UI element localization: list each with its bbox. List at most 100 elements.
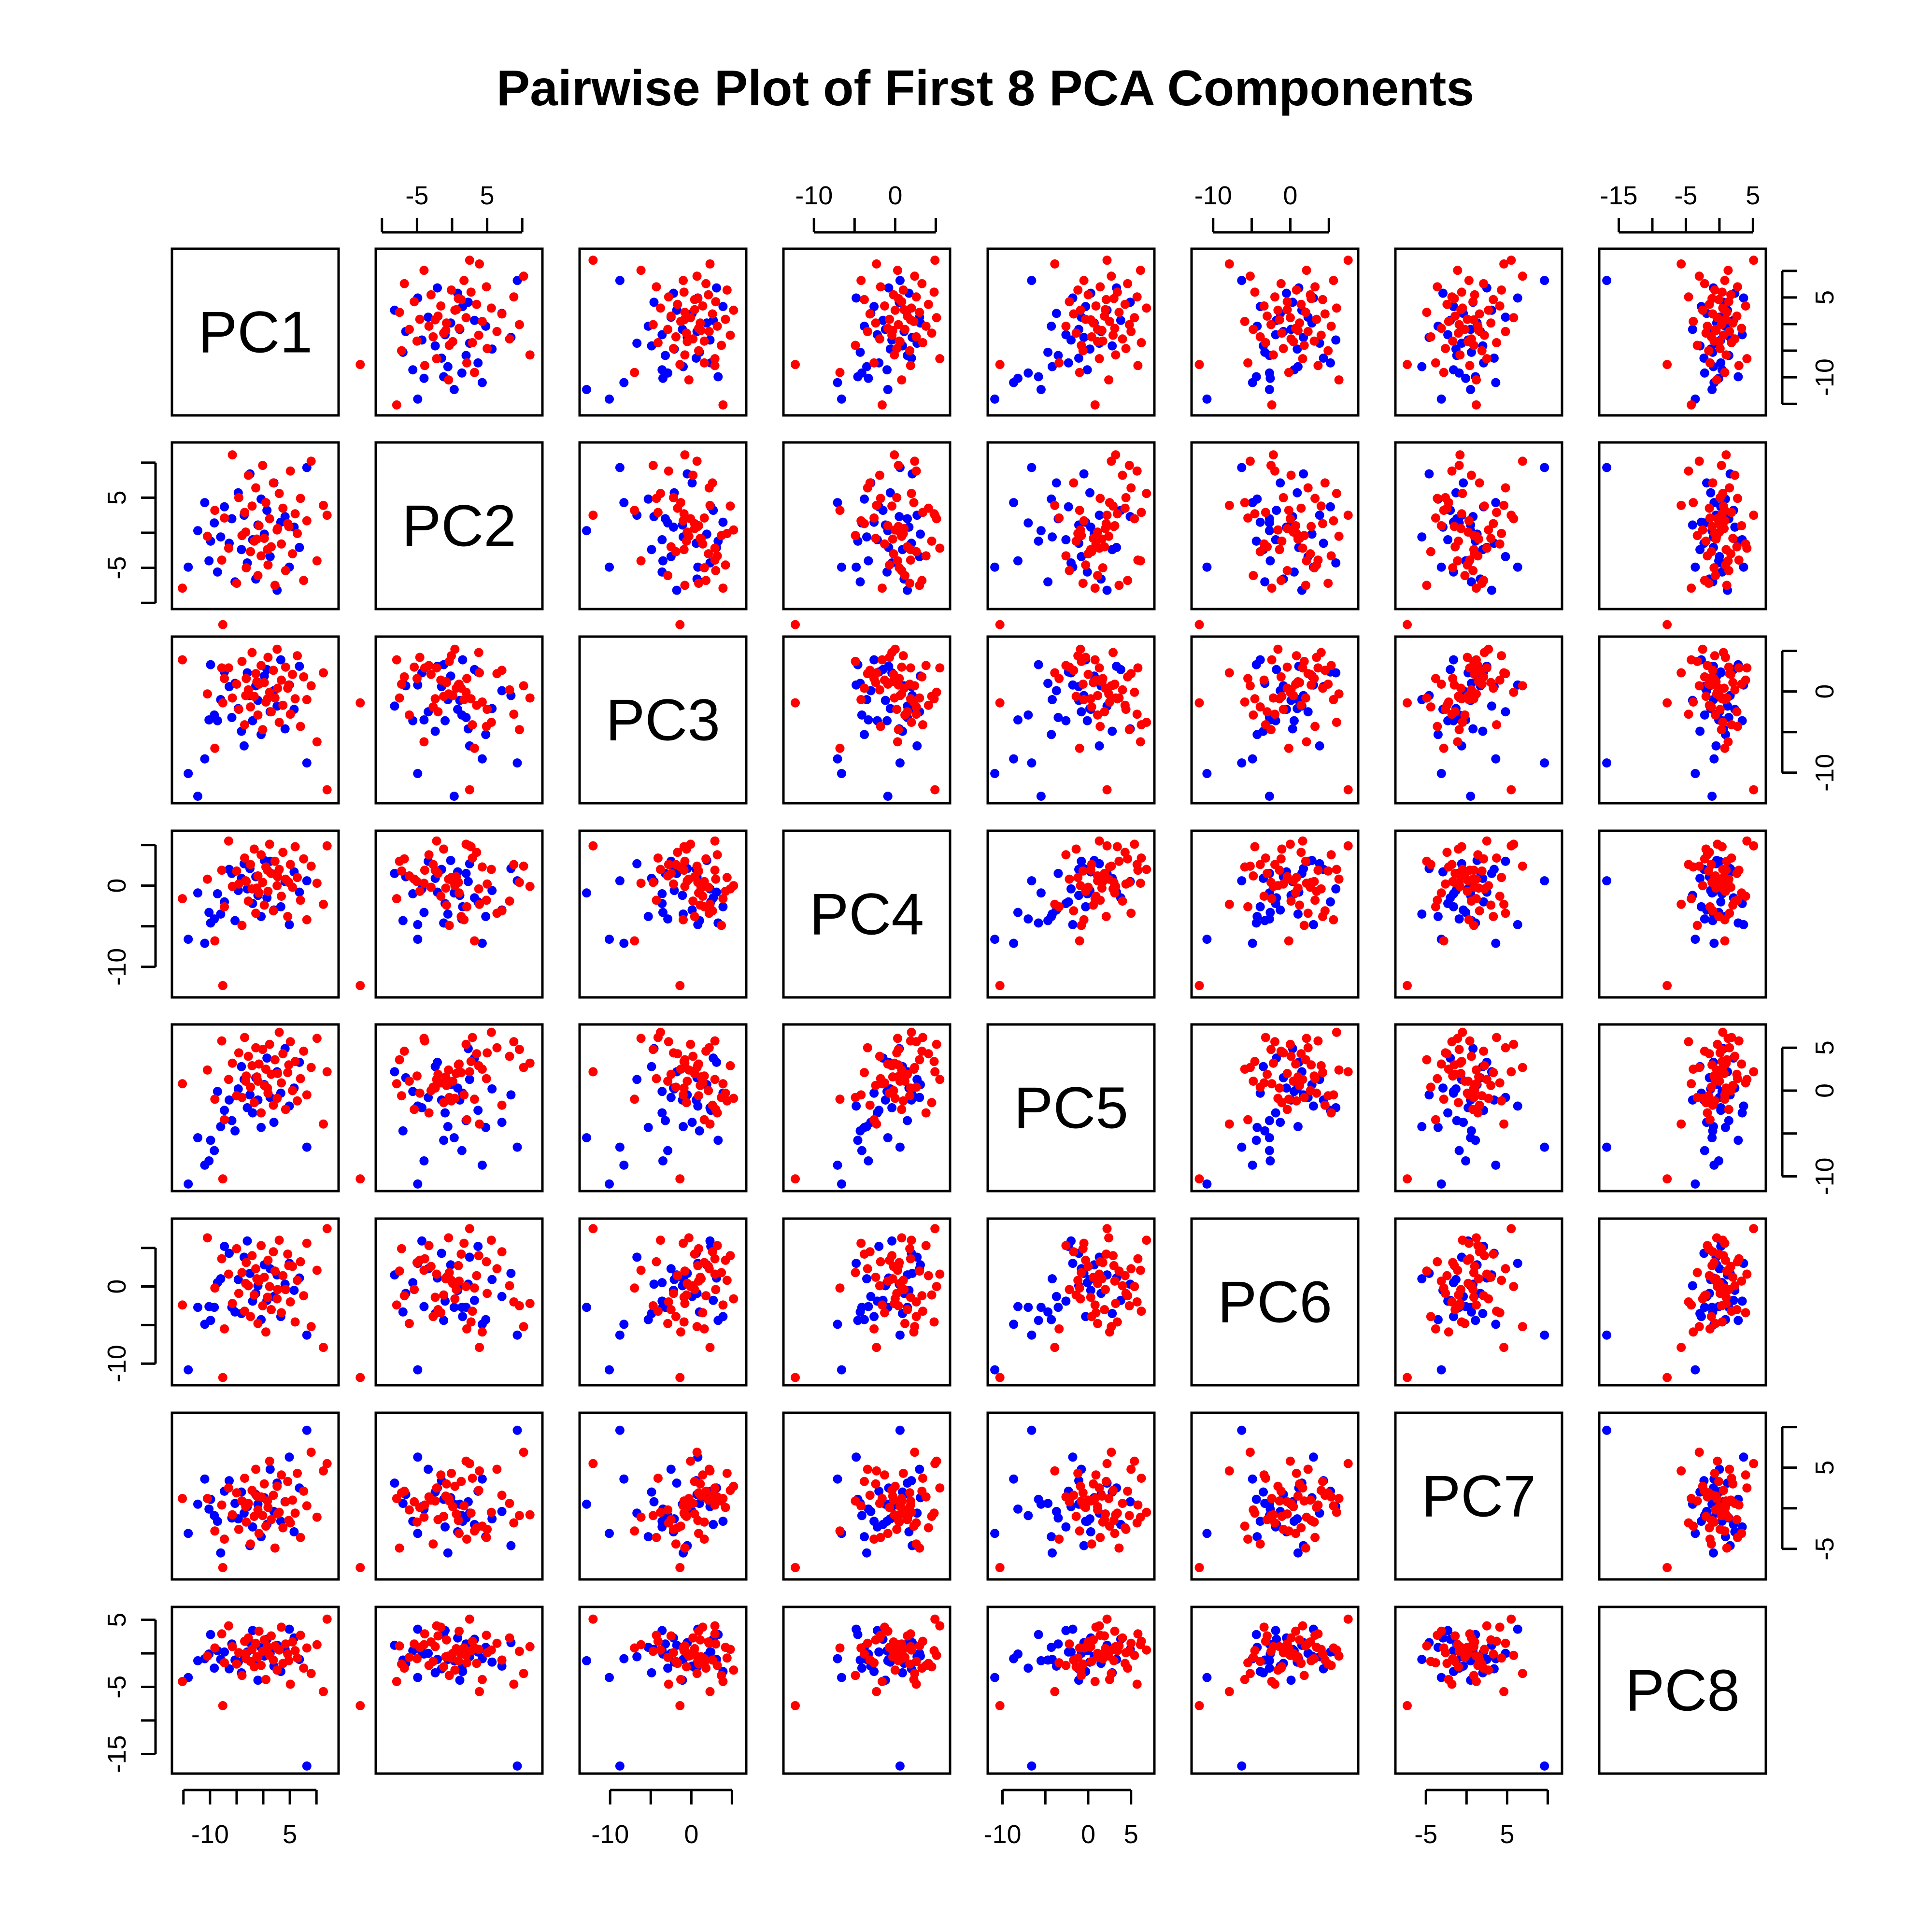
point-s1-37 <box>1310 1074 1320 1083</box>
point-s1-24 <box>267 1515 276 1524</box>
point-s1-49 <box>1102 785 1112 795</box>
point-s0-31 <box>615 1330 625 1340</box>
point-s1-25 <box>269 1247 278 1257</box>
point-s0-24 <box>497 1292 507 1301</box>
point-s1-24 <box>1450 542 1460 552</box>
tick-label: 5 <box>283 1820 297 1849</box>
point-s1-41 <box>312 1034 322 1043</box>
point-s1-40 <box>1245 1669 1255 1678</box>
point-s0-22 <box>1116 315 1125 325</box>
tick-label: 0 <box>102 1279 131 1294</box>
point-s1-7 <box>892 344 902 354</box>
point-s1-16 <box>1460 710 1470 720</box>
point-s1-25 <box>1708 309 1718 319</box>
point-s1-8 <box>1692 341 1702 350</box>
point-s1-40 <box>910 1063 920 1072</box>
panel-pc4-pc6 <box>1190 829 1360 999</box>
point-s1-27 <box>1076 1294 1085 1304</box>
point-s1-12 <box>428 1539 438 1549</box>
point-s0-22 <box>262 1053 272 1063</box>
point-s1-41 <box>312 879 322 888</box>
panel-frame <box>782 1217 952 1387</box>
panel-frame <box>782 1605 952 1775</box>
point-s1-35 <box>929 1508 939 1518</box>
point-s0-28 <box>1068 1452 1078 1462</box>
point-s0-22 <box>1272 506 1281 515</box>
point-s0-22 <box>1272 1634 1281 1644</box>
point-s0-9 <box>1074 354 1083 363</box>
point-s0-0 <box>990 562 1000 572</box>
point-s1-14 <box>249 1098 259 1108</box>
point-s1-12 <box>911 1657 921 1666</box>
point-s0-0 <box>184 769 193 778</box>
point-s1-34 <box>1306 1086 1315 1095</box>
point-s1-27 <box>272 1481 282 1491</box>
point-s1-4 <box>710 543 720 553</box>
point-s1-42 <box>872 668 881 678</box>
point-s0-2 <box>1009 938 1019 948</box>
point-s0-5 <box>1264 368 1274 378</box>
point-s1-48 <box>675 360 685 369</box>
point-s0-0 <box>184 935 193 944</box>
point-s1-40 <box>692 1322 702 1332</box>
point-s1-48 <box>355 1174 365 1184</box>
point-s1-25 <box>497 1247 507 1257</box>
point-s1-17 <box>455 1626 464 1636</box>
point-s0-3 <box>1013 373 1023 383</box>
point-s1-31 <box>1468 662 1478 672</box>
point-s0-31 <box>615 276 625 285</box>
point-s1-25 <box>1069 1491 1079 1500</box>
point-s1-9 <box>1727 508 1736 517</box>
point-s1-39 <box>459 1643 469 1653</box>
point-s1-10 <box>412 336 422 346</box>
point-s1-16 <box>404 325 414 334</box>
point-s1-22 <box>721 314 730 324</box>
point-s1-48 <box>995 360 1005 369</box>
point-s1-19 <box>894 725 903 735</box>
point-s0-31 <box>302 1425 312 1435</box>
point-s1-37 <box>1433 1074 1442 1083</box>
panel-pc6-pc1 <box>170 1217 340 1387</box>
point-s0-24 <box>1051 1506 1061 1516</box>
point-s0-1 <box>449 1303 459 1312</box>
point-s1-38 <box>299 1486 309 1496</box>
panel-frame <box>170 829 340 999</box>
panel-pc7-pc8 <box>1598 1411 1767 1581</box>
point-s1-4 <box>224 543 233 553</box>
point-s1-1 <box>835 743 845 753</box>
point-s1-26 <box>1114 1543 1124 1553</box>
point-s0-6 <box>882 365 892 375</box>
point-s0-2 <box>1491 498 1501 508</box>
point-s1-44 <box>690 305 699 314</box>
point-s1-28 <box>1332 865 1341 874</box>
point-s1-13 <box>1108 648 1118 657</box>
point-s1-20 <box>1728 534 1738 543</box>
point-s0-24 <box>866 1506 876 1516</box>
point-s0-3 <box>419 908 429 917</box>
point-s1-48 <box>1403 1174 1412 1184</box>
point-s1-45 <box>1097 1274 1107 1284</box>
point-s1-9 <box>240 508 249 517</box>
point-s1-24 <box>433 1069 443 1079</box>
point-s1-29 <box>1741 539 1750 549</box>
point-s1-24 <box>666 542 676 552</box>
point-s0-5 <box>857 1146 867 1155</box>
point-s1-22 <box>1312 1503 1321 1512</box>
point-s1-31 <box>711 297 721 307</box>
point-s1-9 <box>1136 1474 1146 1483</box>
point-s1-18 <box>1326 850 1336 860</box>
point-s1-7 <box>668 879 678 889</box>
point-s0-31 <box>512 1425 522 1435</box>
point-s1-6 <box>397 866 406 876</box>
point-s1-20 <box>871 318 881 328</box>
point-s1-26 <box>395 1641 404 1651</box>
point-s1-7 <box>1715 344 1725 354</box>
point-s1-8 <box>237 1268 247 1278</box>
point-s1-29 <box>698 301 708 311</box>
point-s1-17 <box>1110 888 1120 898</box>
point-s1-28 <box>1142 303 1151 313</box>
point-s0-28 <box>1068 1259 1078 1268</box>
point-s1-14 <box>1071 536 1081 546</box>
point-s1-45 <box>252 534 262 544</box>
point-s1-49 <box>1506 1614 1516 1624</box>
